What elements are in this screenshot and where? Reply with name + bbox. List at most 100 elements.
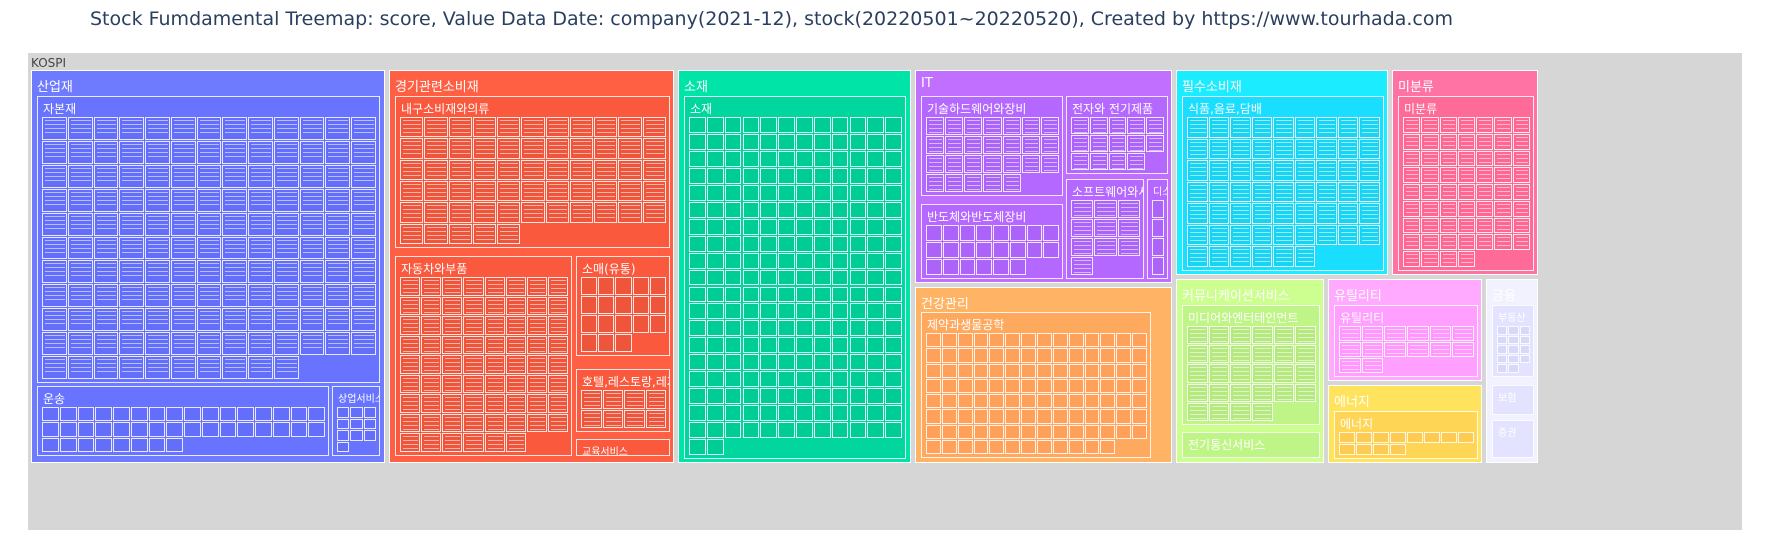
stock-tile[interactable] — [526, 374, 547, 394]
stock-tile[interactable] — [778, 405, 795, 422]
stock-tile[interactable] — [649, 277, 666, 295]
stock-tile[interactable] — [1117, 200, 1140, 218]
stock-tile[interactable] — [95, 422, 112, 437]
stock-tile[interactable] — [973, 424, 989, 439]
stock-tile[interactable] — [196, 164, 222, 188]
stock-tile[interactable] — [547, 374, 568, 394]
stock-tile[interactable] — [119, 260, 145, 284]
stock-tile[interactable] — [1187, 402, 1208, 421]
stock-tile[interactable] — [742, 303, 760, 320]
stock-tile[interactable] — [1068, 439, 1084, 454]
stock-tile[interactable] — [959, 242, 976, 258]
stock-tile[interactable] — [706, 201, 724, 218]
stock-tile[interactable] — [363, 418, 376, 429]
stock-tile[interactable] — [1403, 117, 1421, 133]
stock-tile[interactable] — [706, 439, 724, 455]
stock-tile[interactable] — [1458, 432, 1474, 443]
stock-tile[interactable] — [196, 356, 222, 379]
stock-tile[interactable] — [706, 388, 724, 405]
stock-tile[interactable] — [942, 259, 959, 275]
stock-tile[interactable] — [1089, 153, 1108, 170]
stock-tile[interactable] — [1187, 345, 1208, 364]
stock-tile[interactable] — [1208, 364, 1230, 383]
stock-tile[interactable] — [885, 354, 902, 371]
stock-tile[interactable] — [1084, 378, 1100, 393]
stock-tile[interactable] — [581, 409, 602, 428]
stock-tile[interactable] — [813, 388, 831, 405]
stock-tile[interactable] — [1005, 424, 1021, 439]
stock-tile[interactable] — [1132, 348, 1147, 363]
stock-tile[interactable] — [831, 337, 849, 354]
stock-tile[interactable] — [424, 117, 448, 138]
stock-tile[interactable] — [337, 407, 350, 418]
stock-tile[interactable] — [1116, 409, 1132, 424]
industry-식품,음료,담배[interactable]: 식품,음료,담배 — [1182, 96, 1384, 271]
stock-tile[interactable] — [778, 133, 795, 150]
stock-tile[interactable] — [885, 388, 902, 405]
stock-tile[interactable] — [1021, 136, 1040, 154]
stock-tile[interactable] — [421, 394, 442, 413]
stock-tile[interactable] — [849, 405, 867, 422]
stock-tile[interactable] — [796, 252, 813, 269]
stock-tile[interactable] — [67, 236, 93, 260]
stock-tile[interactable] — [1037, 378, 1052, 393]
stock-tile[interactable] — [1040, 117, 1059, 135]
stock-tile[interactable] — [724, 252, 742, 269]
stock-tile[interactable] — [93, 117, 119, 140]
sector-건강관리[interactable]: 건강관리 제약과생물공학 — [915, 287, 1172, 463]
stock-tile[interactable] — [463, 277, 484, 296]
stock-tile[interactable] — [400, 374, 421, 394]
stock-tile[interactable] — [1132, 409, 1147, 424]
stock-tile[interactable] — [724, 167, 742, 184]
stock-tile[interactable] — [796, 405, 813, 422]
stock-tile[interactable] — [484, 296, 505, 316]
stock-tile[interactable] — [170, 308, 196, 332]
stock-tile[interactable] — [400, 223, 424, 244]
stock-tile[interactable] — [1021, 155, 1040, 173]
stock-tile[interactable] — [1152, 219, 1164, 237]
stock-tile[interactable] — [706, 133, 724, 150]
stock-tile[interactable] — [1403, 234, 1421, 251]
stock-tile[interactable] — [350, 407, 363, 418]
stock-tile[interactable] — [1117, 219, 1140, 237]
stock-tile[interactable] — [618, 159, 642, 180]
stock-tile[interactable] — [363, 430, 376, 441]
stock-tile[interactable] — [1294, 138, 1316, 160]
stock-tile[interactable] — [93, 140, 119, 164]
stock-tile[interactable] — [1295, 326, 1316, 345]
stock-tile[interactable] — [463, 374, 484, 394]
stock-tile[interactable] — [831, 150, 849, 167]
stock-tile[interactable] — [867, 252, 885, 269]
stock-tile[interactable] — [222, 260, 248, 284]
stock-tile[interactable] — [742, 422, 760, 439]
industry-소매(유통)[interactable]: 소매(유통) — [576, 256, 670, 356]
stock-tile[interactable] — [849, 337, 867, 354]
stock-tile[interactable] — [1021, 363, 1036, 378]
stock-tile[interactable] — [526, 394, 547, 413]
stock-tile[interactable] — [237, 407, 254, 422]
stock-tile[interactable] — [964, 155, 983, 173]
industry-부동산[interactable]: 부동산 — [1492, 305, 1534, 377]
stock-tile[interactable] — [885, 117, 902, 133]
stock-tile[interactable] — [849, 150, 867, 167]
stock-tile[interactable] — [1132, 333, 1147, 348]
stock-tile[interactable] — [95, 437, 112, 452]
stock-tile[interactable] — [649, 315, 666, 333]
stock-tile[interactable] — [1043, 242, 1059, 258]
stock-tile[interactable] — [1441, 432, 1457, 443]
stock-tile[interactable] — [1005, 378, 1021, 393]
stock-tile[interactable] — [545, 117, 569, 138]
stock-tile[interactable] — [1252, 383, 1273, 402]
stock-tile[interactable] — [119, 188, 145, 212]
stock-tile[interactable] — [222, 188, 248, 212]
stock-tile[interactable] — [867, 150, 885, 167]
stock-tile[interactable] — [1052, 378, 1068, 393]
stock-tile[interactable] — [421, 296, 442, 316]
stock-tile[interactable] — [1068, 424, 1084, 439]
stock-tile[interactable] — [448, 117, 472, 138]
stock-tile[interactable] — [421, 316, 442, 335]
stock-tile[interactable] — [1384, 326, 1406, 341]
stock-tile[interactable] — [272, 407, 290, 422]
stock-tile[interactable] — [778, 201, 795, 218]
stock-tile[interactable] — [170, 212, 196, 236]
